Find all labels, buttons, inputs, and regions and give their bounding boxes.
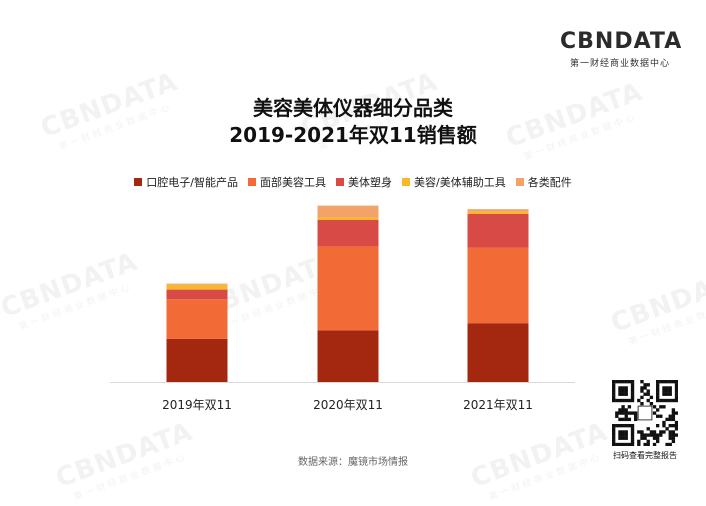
logo-tagline: 第一财经商业数据中心 [569, 59, 670, 69]
qr-label: 扫码查看完整报告 [613, 451, 677, 460]
bar-segment [467, 209, 529, 212]
bar-segment [317, 330, 379, 382]
legend-swatch [402, 178, 410, 186]
bar-segment [166, 338, 228, 382]
qr-code-block[interactable]: 扫码查看完整报告 [612, 380, 678, 461]
legend-swatch [515, 178, 524, 186]
chart-title-block: 美容美体仪器细分品类 2019-2021年双11销售额 [0, 95, 706, 149]
bar-segment [317, 246, 379, 331]
legend-item: 面部美容工具 [248, 174, 326, 190]
bar-segment [467, 214, 529, 248]
bar-segment [166, 289, 228, 300]
legend-label: 面部美容工具 [260, 176, 326, 189]
legend-item: 各类配件 [515, 174, 572, 190]
bar-segment [166, 284, 228, 290]
x-tick-label: 2019年双11 [162, 398, 232, 412]
bar-segment [166, 299, 228, 339]
legend-label: 各类配件 [527, 176, 572, 189]
x-tick-label: 2020年双11 [313, 398, 383, 412]
bar-segment [166, 283, 228, 285]
qr-code-icon [612, 380, 678, 446]
legend-swatch [336, 178, 344, 186]
chart-legend: 口腔电子/智能产品 面部美容工具 美体塑身 美容/美体辅助工具 各类配件 [0, 174, 706, 190]
logo-wordmark: CBNDATA [560, 29, 683, 54]
legend-label: 美体塑身 [348, 176, 392, 189]
legend-swatch [248, 178, 256, 186]
legend-item: 口腔电子/智能产品 [134, 174, 238, 190]
legend-item: 美体塑身 [336, 174, 392, 190]
stacked-bar-chart: 2019年双11 2020年双11 2021年双11 [110, 205, 575, 412]
bar-segment [317, 205, 379, 218]
legend-swatch [134, 178, 143, 186]
data-source: 数据来源：魔镜市场情报 [298, 457, 408, 468]
x-tick-label: 2021年双11 [463, 398, 533, 412]
bar-segment [467, 211, 529, 214]
chart-subtitle: 2019-2021年双11销售额 [229, 123, 477, 147]
chart-title: 美容美体仪器细分品类 [253, 96, 453, 120]
legend-label: 美容/美体辅助工具 [414, 176, 506, 189]
legend-item: 美容/美体辅助工具 [402, 174, 506, 190]
legend-label: 口腔电子/智能产品 [146, 176, 238, 189]
bar-segment [317, 220, 379, 247]
brand-logo: CBNDATA 第一财经商业数据中心 [560, 29, 683, 70]
bar-segment [317, 217, 379, 220]
bar-segment [467, 247, 529, 324]
bar-segment [467, 323, 529, 382]
